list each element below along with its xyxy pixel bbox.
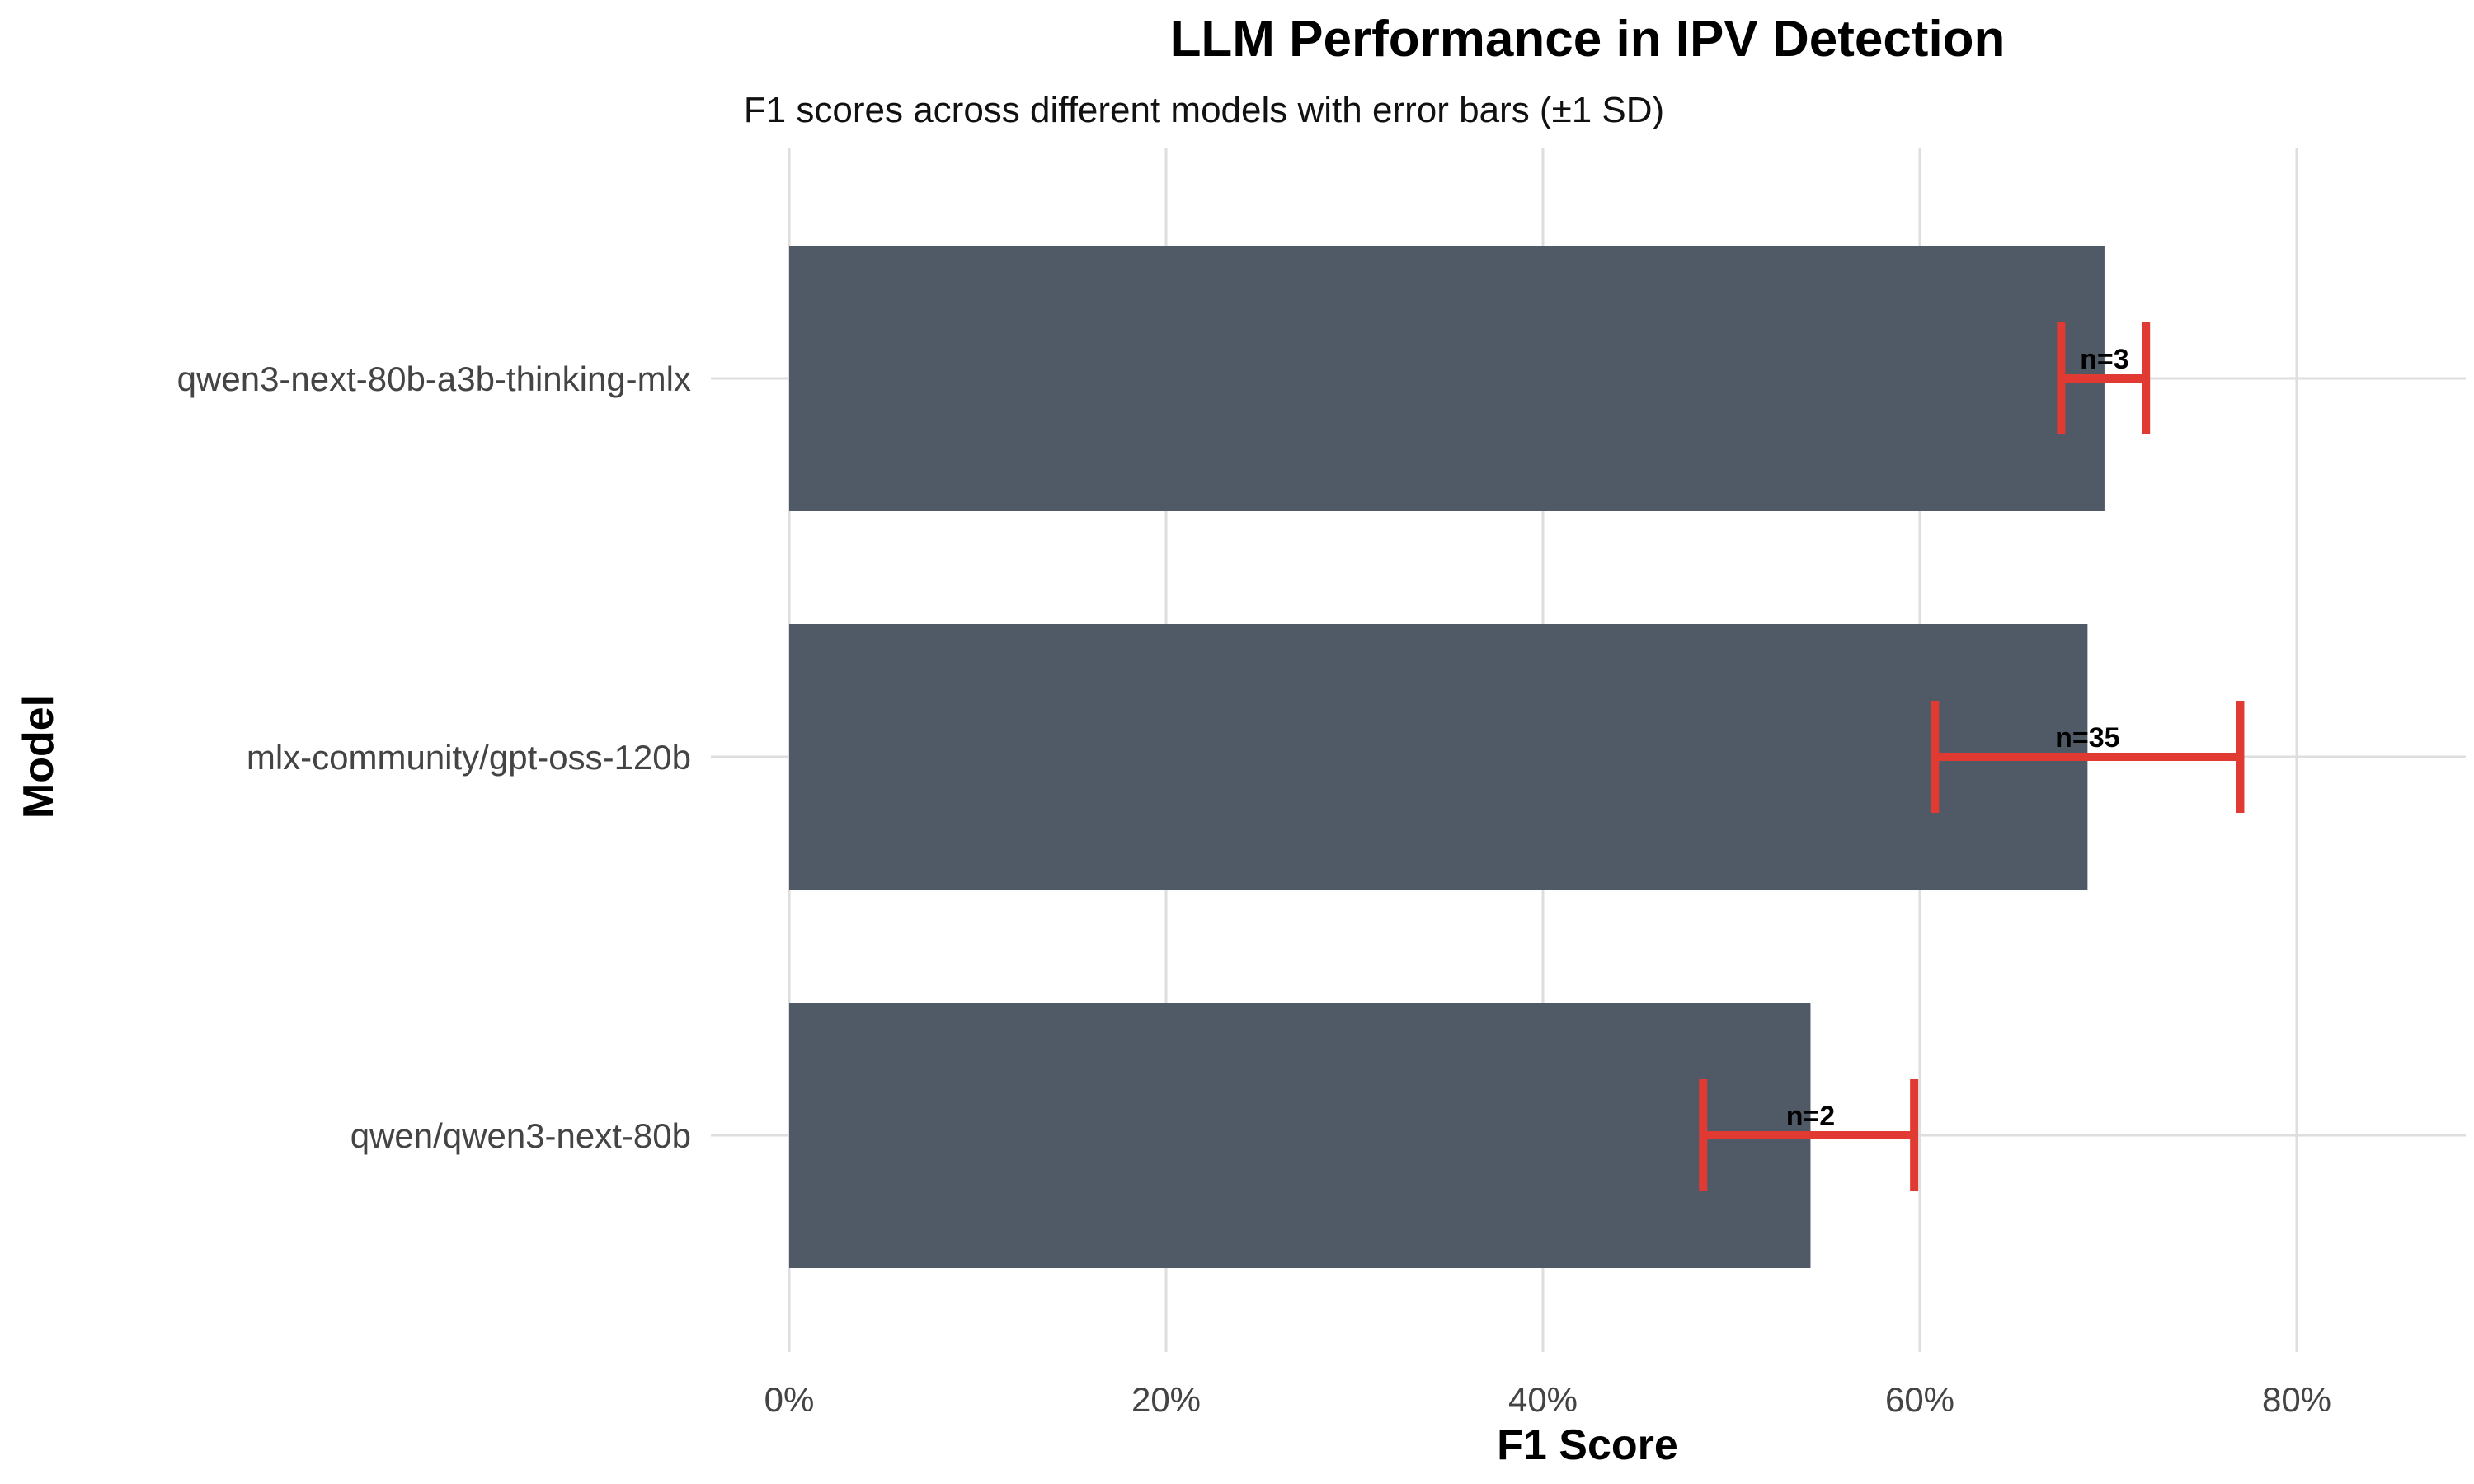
error-bar: [2057, 322, 2151, 434]
x-tick-label: 60%: [1885, 1380, 1954, 1419]
x-tick-label: 40%: [1508, 1380, 1578, 1419]
x-tick-label: 80%: [2262, 1380, 2331, 1419]
error-bar: [1699, 1079, 1919, 1191]
bar: [789, 624, 2088, 890]
x-axis-title: F1 Score: [1497, 1421, 1678, 1469]
error-bar: [1931, 701, 2245, 813]
y-tick-label: mlx-community/gpt-oss-120b: [247, 738, 691, 777]
labels: 0% 20% 40% 60% 80% qwen3-next-80b-a3b-thinkin…: [177, 344, 2331, 1419]
chart-subtitle: F1 scores across different models with e…: [744, 90, 1664, 130]
chart-title: LLM Performance in IPV Detection: [1170, 11, 2006, 68]
n-label: n=3: [2080, 344, 2129, 375]
x-tick-label: 0%: [764, 1380, 815, 1419]
n-label: n=2: [1786, 1101, 1836, 1132]
y-tick-label: qwen/qwen3-next-80b: [350, 1116, 691, 1155]
error-bars: [1699, 322, 2245, 1191]
n-label: n=35: [2055, 722, 2119, 754]
x-tick-label: 20%: [1131, 1380, 1201, 1419]
bar: [789, 1003, 1811, 1268]
bars: [789, 246, 2105, 1268]
bar: [789, 246, 2105, 511]
y-tick-label: qwen3-next-80b-a3b-thinking-mlx: [177, 359, 691, 398]
y-axis-title: Model: [15, 695, 63, 819]
